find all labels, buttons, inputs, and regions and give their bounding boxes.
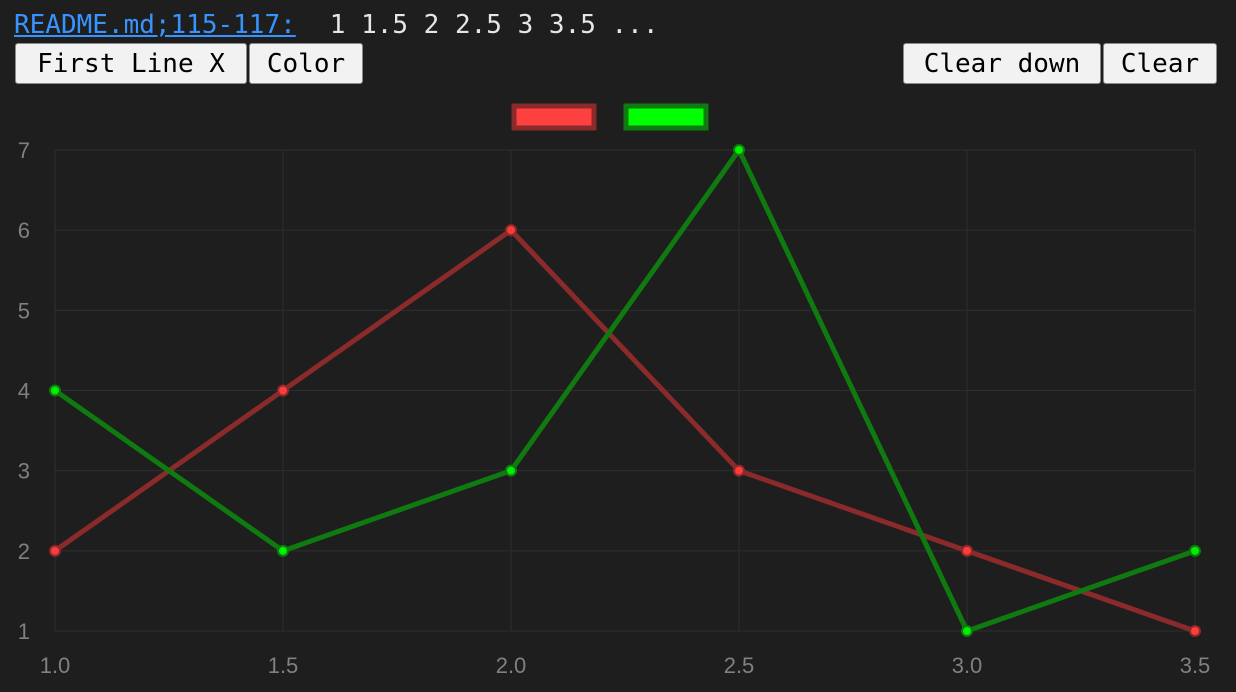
legend-swatch-1 [511, 103, 597, 131]
y-tick-label-6: 7 [18, 138, 30, 163]
series-2-point-4 [961, 625, 973, 637]
x-tick-label-1: 1.5 [268, 653, 299, 678]
series-2-point-3 [733, 144, 745, 156]
series-1-point-5 [1189, 625, 1201, 637]
x-tick-label-2: 2.0 [496, 653, 527, 678]
x-values-text: 1 1.5 2 2.5 3 3.5 ... [329, 10, 659, 40]
y-tick-label-2: 3 [18, 459, 30, 484]
y-tick-label-4: 5 [18, 298, 30, 323]
x-tick-label-5: 3.5 [1180, 653, 1211, 678]
x-tick-label-3: 2.5 [724, 653, 755, 678]
source-link[interactable]: README.md;115-117: [14, 10, 296, 40]
series-1-point-0 [49, 544, 61, 557]
legend-swatch-2 [623, 103, 709, 131]
series-1-line [52, 227, 1198, 634]
series-1-point-4 [961, 544, 973, 557]
first-line-x-button[interactable]: First Line X [15, 43, 247, 84]
series-2-point-5 [1189, 544, 1201, 557]
y-tick-label-0: 1 [18, 619, 30, 644]
x-tick-label-4: 3.0 [952, 653, 983, 678]
series-1-point-3 [733, 464, 745, 477]
y-tick-label-5: 6 [18, 218, 30, 243]
series-2-point-0 [49, 384, 61, 397]
series-2-point-2 [505, 464, 517, 477]
color-button[interactable]: Color [249, 43, 363, 84]
clear-down-button[interactable]: Clear down [903, 43, 1101, 84]
series-2-point-1 [277, 544, 289, 557]
y-tick-label-1: 2 [18, 539, 30, 564]
y-tick-label-3: 4 [18, 379, 30, 404]
series-2-line [52, 147, 1198, 634]
x-tick-label-0: 1.0 [40, 653, 71, 678]
series-1-point-2 [505, 224, 517, 237]
source-line: README.md;115-117: 1 1.5 2 2.5 3 3.5 ... [14, 8, 659, 42]
clear-button[interactable]: Clear [1103, 43, 1217, 84]
series-1-point-1 [277, 384, 289, 397]
